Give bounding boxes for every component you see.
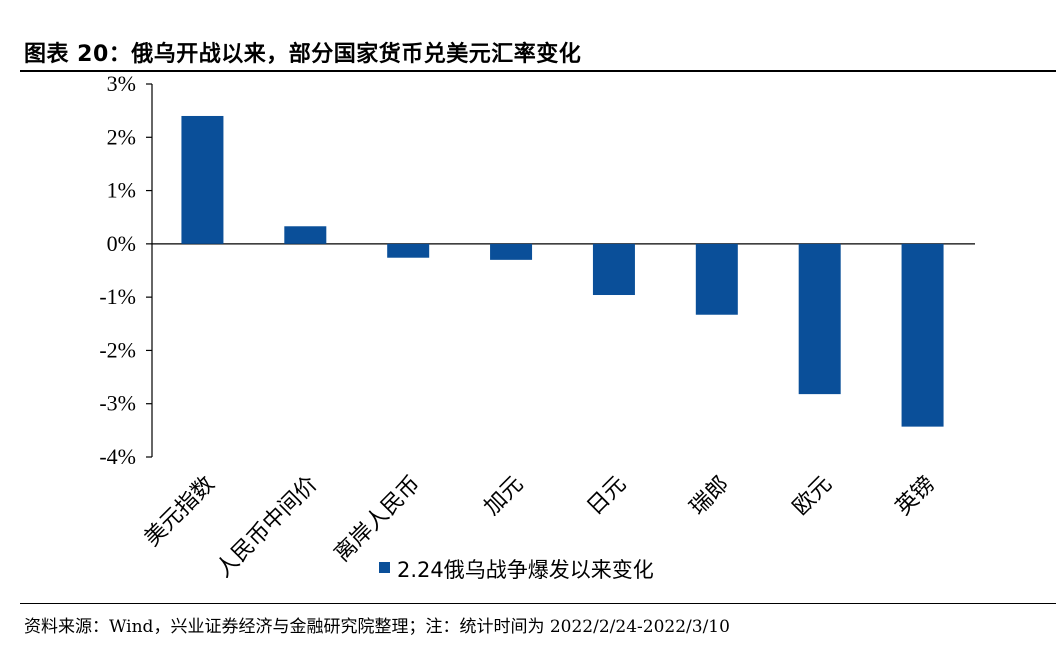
y-tick-label: 0%: [107, 231, 136, 256]
x-category-label: 欧元: [788, 472, 837, 521]
x-category-label: 美元指数: [140, 472, 220, 552]
legend-label: 2.24俄乌战争爆发以来变化: [397, 558, 654, 582]
bar-5: [592, 243, 635, 296]
bar-7: [798, 243, 841, 395]
bar-6: [695, 243, 738, 315]
y-tick-label: 2%: [107, 124, 136, 149]
x-category-label: 瑞郎: [685, 472, 734, 521]
y-tick-label: -3%: [99, 391, 136, 416]
x-category-label: 英镑: [891, 472, 940, 521]
y-tick-label: -4%: [99, 444, 136, 469]
bar-2: [284, 226, 327, 244]
bar-4: [490, 243, 533, 260]
figure-title: 图表 20：俄乌开战以来，部分国家货币兑美元汇率变化: [24, 42, 582, 67]
bar-8: [901, 243, 944, 427]
source-note: 资料来源：Wind，兴业证券经济与金融研究院整理；注：统计时间为 2022/2/…: [24, 617, 730, 637]
y-tick-label: -2%: [99, 337, 136, 362]
bar-3: [387, 243, 430, 258]
y-tick-label: -1%: [99, 284, 136, 309]
x-category-label: 日元: [582, 472, 631, 521]
x-category-label: 加元: [480, 472, 529, 521]
legend-swatch: [379, 562, 390, 573]
y-tick-label: 3%: [107, 71, 136, 96]
x-category-label: 离岸人民币: [330, 472, 425, 567]
title-divider: [20, 70, 1056, 72]
x-category-label: 人民币中间价: [212, 472, 323, 583]
bar-1: [181, 115, 224, 244]
source-divider: [20, 603, 1056, 604]
y-tick-label: 1%: [107, 178, 136, 203]
